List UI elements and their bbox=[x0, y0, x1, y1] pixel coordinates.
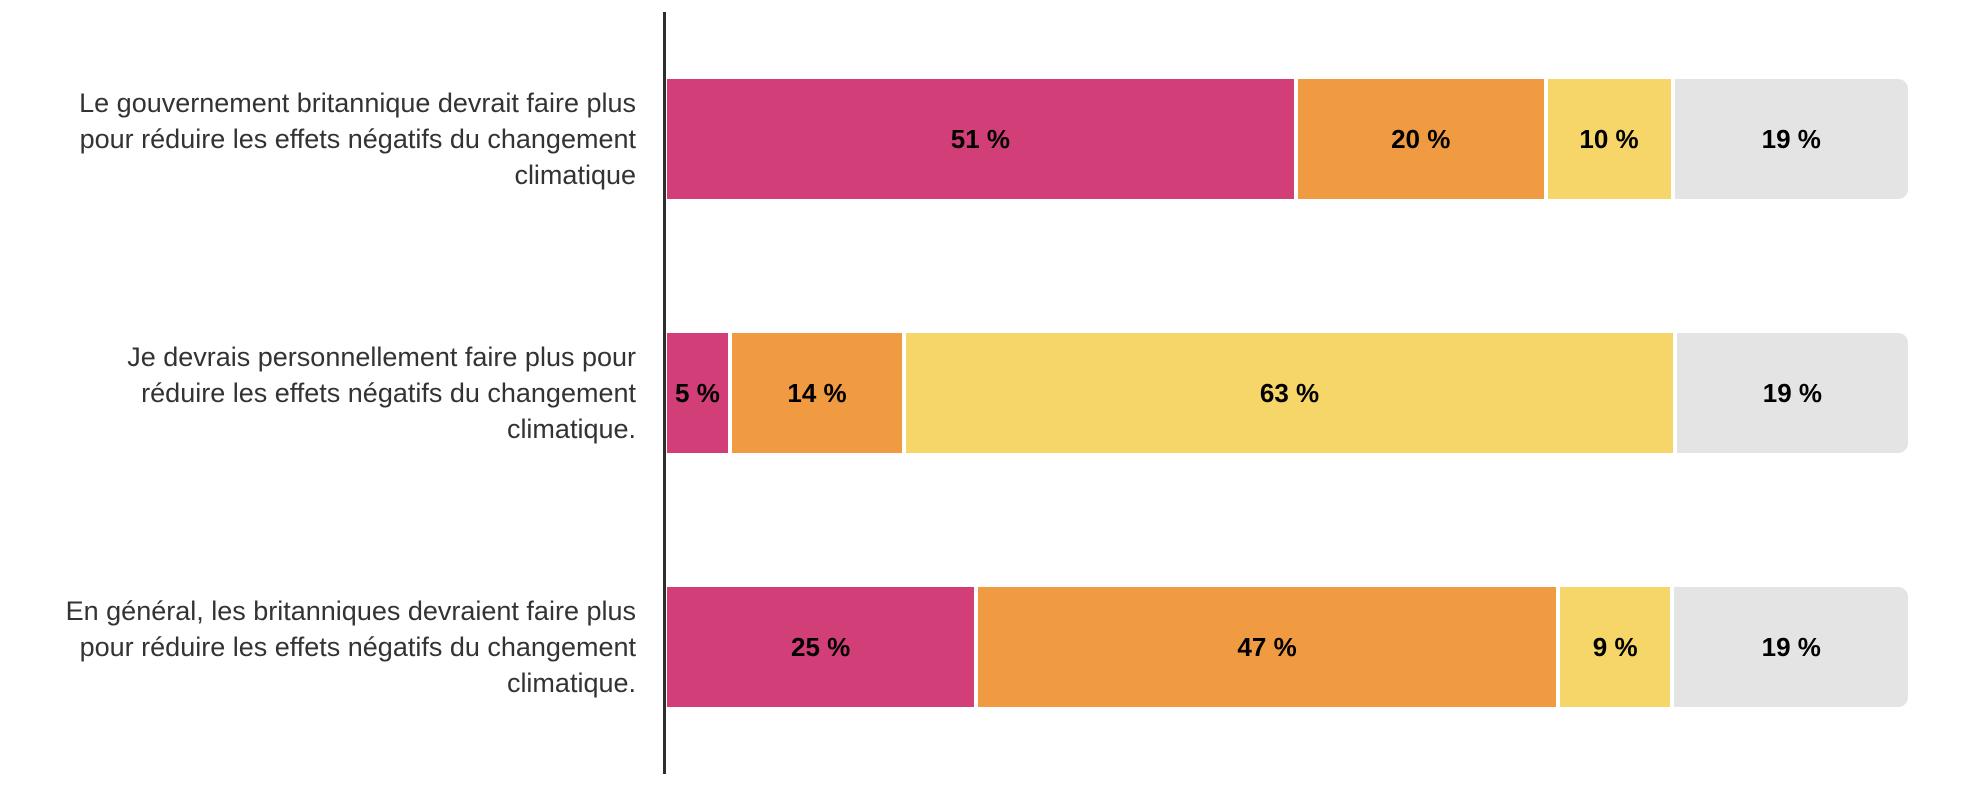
bar-segment-gray: 19 % bbox=[1674, 587, 1908, 707]
bar-segment-pink: 25 % bbox=[667, 587, 975, 707]
value-label: 5 % bbox=[675, 377, 720, 408]
category-label-line: climatique. bbox=[506, 414, 636, 444]
category-label-line: pour réduire les effets négatifs du chan… bbox=[79, 632, 636, 662]
bar-row: Le gouvernement britannique devrait fair… bbox=[0, 79, 1980, 199]
value-label: 9 % bbox=[1592, 631, 1638, 662]
bar-segment-orange: 20 % bbox=[1297, 79, 1544, 199]
bar-segment-yellow: 63 % bbox=[906, 333, 1673, 453]
y-axis-line bbox=[663, 12, 666, 774]
bar-segment-pink: 51 % bbox=[667, 79, 1294, 199]
value-label: 10 % bbox=[1579, 123, 1639, 154]
value-label: 19 % bbox=[1762, 377, 1823, 408]
value-label: 63 % bbox=[1259, 377, 1320, 408]
bar-row: Je devrais personnellement faire plus po… bbox=[0, 333, 1980, 453]
value-label: 25 % bbox=[790, 631, 851, 662]
value-label: 14 % bbox=[787, 377, 847, 408]
bar-row: En général, les britanniques devraient f… bbox=[0, 587, 1980, 707]
bar-segment-pink: 5 % bbox=[667, 333, 728, 453]
bar-stack: 25 % 47 % 9 % 19 % bbox=[667, 587, 1908, 707]
value-label: 51 % bbox=[950, 123, 1011, 154]
category-label-line: réduire les effets négatifs du changemen… bbox=[141, 378, 636, 408]
category-label-line: En général, les britanniques devraient f… bbox=[65, 596, 636, 626]
category-label-line: Le gouvernement britannique devrait fair… bbox=[79, 88, 636, 118]
category-label-line: climatique bbox=[514, 160, 636, 190]
bar-segment-yellow: 9 % bbox=[1559, 587, 1671, 707]
bar-segment-orange: 14 % bbox=[731, 333, 903, 453]
category-label: En général, les britanniques devraient f… bbox=[0, 587, 636, 707]
value-label: 19 % bbox=[1761, 631, 1821, 662]
bar-segment-gray: 19 % bbox=[1674, 79, 1909, 199]
category-label: Le gouvernement britannique devrait fair… bbox=[0, 79, 636, 199]
category-label-line: climatique. bbox=[506, 668, 636, 698]
value-label: 47 % bbox=[1237, 631, 1297, 662]
bar-segment-yellow: 10 % bbox=[1547, 79, 1671, 199]
category-label: Je devrais personnellement faire plus po… bbox=[0, 333, 636, 453]
bar-stack: 5 % 14 % 63 % 19 % bbox=[667, 333, 1909, 453]
category-label-line: Je devrais personnellement faire plus po… bbox=[127, 342, 636, 372]
bar-segment-orange: 47 % bbox=[978, 587, 1556, 707]
category-label-line: pour réduire les effets négatifs du chan… bbox=[79, 124, 636, 154]
bar-stack: 51 % 20 % 10 % 19 % bbox=[667, 79, 1909, 199]
value-label: 20 % bbox=[1391, 123, 1451, 154]
bar-segment-gray: 19 % bbox=[1676, 333, 1909, 453]
value-label: 19 % bbox=[1761, 123, 1821, 154]
